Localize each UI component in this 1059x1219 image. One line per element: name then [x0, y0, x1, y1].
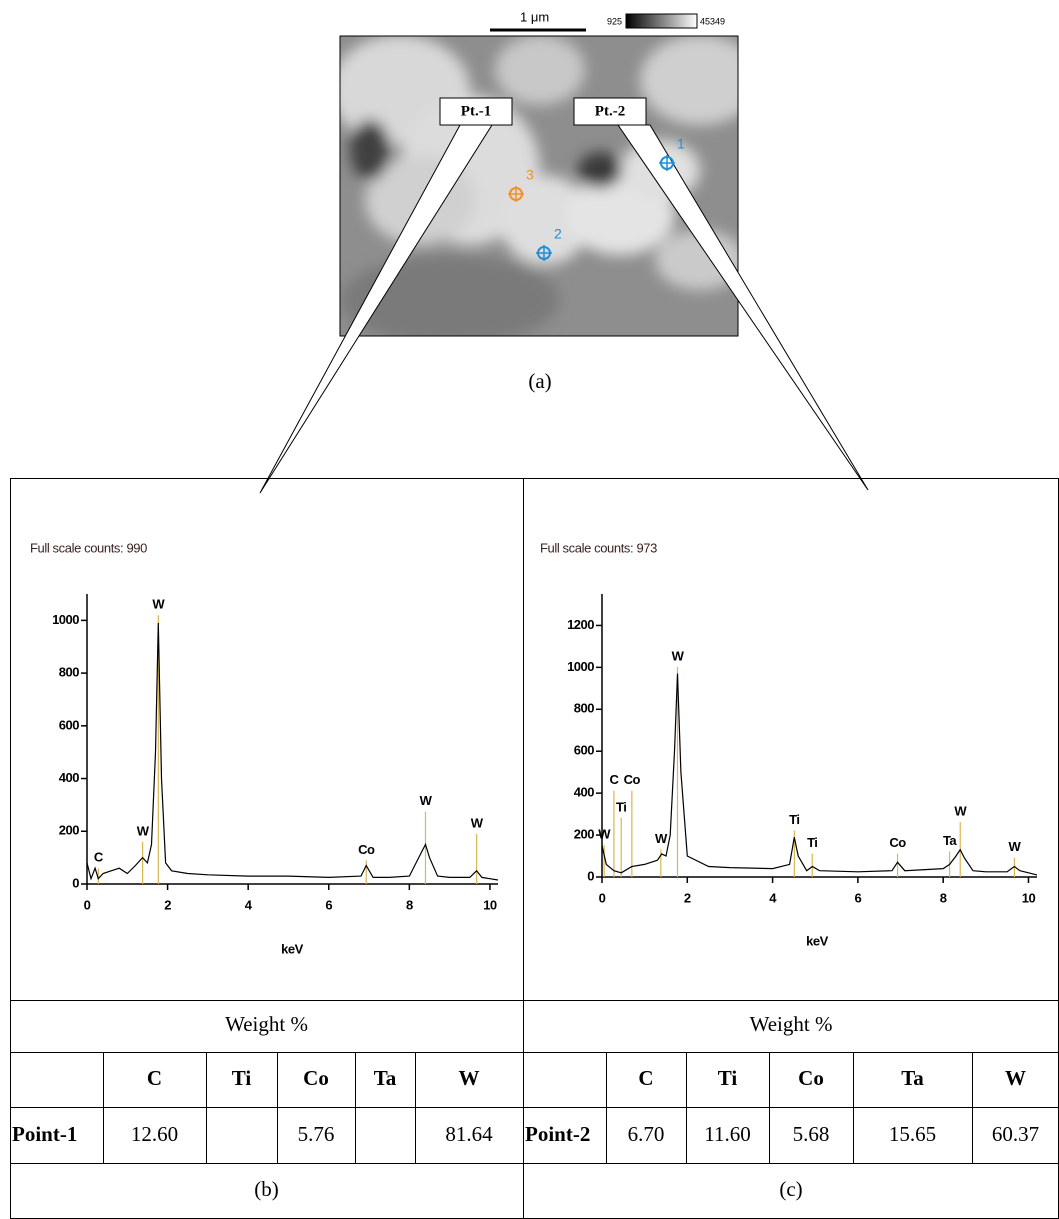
peak-label: W [1009, 839, 1022, 854]
scale-bar-label: 1 μm [520, 9, 549, 24]
figure: 1 μm 925 45349 Pt.-1 Pt.-2 (a) 1 2 3 Full … [0, 0, 1059, 1219]
callout-label: Pt.-1 [461, 103, 491, 119]
column-header: Ti [718, 1066, 738, 1090]
chart-title: Full scale counts: 990 [30, 540, 147, 555]
peak-label: W [954, 804, 967, 819]
table-cell: 5.76 [298, 1122, 335, 1146]
column-header: Ti [232, 1066, 252, 1090]
peak-label: Co [889, 835, 906, 850]
peak-label: W [672, 648, 685, 663]
chart-title: Full scale counts: 973 [540, 540, 657, 555]
y-tick-label: 0 [587, 868, 594, 883]
y-tick-label: 600 [59, 717, 79, 732]
peak-label: W [420, 793, 433, 808]
table-header: Weight % [750, 1012, 833, 1036]
x-tick-label: 0 [599, 890, 606, 905]
table-cell: 11.60 [704, 1122, 750, 1146]
table-cell: 5.68 [793, 1122, 830, 1146]
point-label: 2 [554, 226, 562, 242]
table-cell: 15.65 [889, 1122, 936, 1146]
peak-label: W [137, 823, 150, 838]
table-caption: (b) [254, 1177, 279, 1201]
y-tick-label: 1000 [52, 612, 79, 627]
y-tick-label: 1200 [567, 617, 594, 632]
peak-label: W [471, 815, 484, 830]
peak-label: Ti [789, 812, 799, 827]
x-tick-label: 10 [1022, 890, 1036, 905]
callout-label: Pt.-2 [595, 103, 625, 119]
peak-label: C [94, 850, 104, 865]
column-header: C [638, 1066, 653, 1090]
y-tick-label: 400 [59, 770, 79, 785]
x-tick-label: 6 [325, 897, 332, 912]
spectrum-line [602, 674, 1037, 875]
x-tick-label: 6 [855, 890, 862, 905]
x-tick-label: 2 [684, 890, 691, 905]
peak-label: Co [624, 772, 641, 787]
table-caption: (c) [779, 1177, 802, 1201]
y-tick-label: 200 [59, 823, 79, 838]
row-label: Point-1 [12, 1122, 77, 1146]
column-header: W [1005, 1066, 1026, 1090]
peak-label: Co [358, 842, 375, 857]
intensity-min: 925 [607, 16, 622, 26]
point-label: 3 [526, 167, 534, 183]
column-header: Co [798, 1066, 824, 1090]
table-cell: 60.37 [992, 1122, 1039, 1146]
column-header: W [459, 1066, 480, 1090]
column-header: Ta [374, 1066, 397, 1090]
page: {"image": {"scale_bar": "1 μm", "intensi… [0, 0, 1059, 1219]
y-tick-label: 0 [72, 875, 79, 890]
y-tick-label: 1000 [567, 659, 594, 674]
intensity-max: 45349 [700, 16, 725, 26]
x-tick-label: 4 [769, 890, 777, 905]
intensity-bar [626, 14, 697, 28]
x-tick-label: 2 [164, 897, 171, 912]
row-label: Point-2 [525, 1122, 590, 1146]
y-tick-label: 800 [574, 701, 594, 716]
peak-label: W [598, 827, 611, 842]
x-axis-label: keV [281, 941, 303, 956]
y-tick-label: 400 [574, 785, 594, 800]
peak-label: C [609, 772, 619, 787]
y-tick-label: 800 [59, 665, 79, 680]
table-cell: 12.60 [131, 1122, 178, 1146]
table-cell: 81.64 [445, 1122, 493, 1146]
table-header: Weight % [225, 1012, 308, 1036]
spectrum-line [87, 623, 498, 880]
peak-label: W [152, 597, 165, 612]
peak-label: Ti [807, 835, 817, 850]
point-label: 1 [677, 136, 685, 152]
x-tick-label: 0 [84, 897, 91, 912]
x-tick-label: 8 [406, 897, 413, 912]
y-tick-label: 200 [574, 827, 594, 842]
sem-image [330, 35, 760, 345]
x-tick-label: 8 [940, 890, 947, 905]
y-tick-label: 600 [574, 743, 594, 758]
x-tick-label: 4 [245, 897, 253, 912]
x-axis-label: keV [806, 933, 828, 948]
column-header: Co [303, 1066, 329, 1090]
image-caption: (a) [528, 369, 551, 393]
column-header: Ta [901, 1066, 924, 1090]
column-header: C [147, 1066, 162, 1090]
peak-label: W [655, 831, 668, 846]
peak-label: Ta [943, 833, 957, 848]
x-tick-label: 10 [483, 897, 497, 912]
table-cell: 6.70 [628, 1122, 665, 1146]
peak-label: Ti [616, 799, 626, 814]
